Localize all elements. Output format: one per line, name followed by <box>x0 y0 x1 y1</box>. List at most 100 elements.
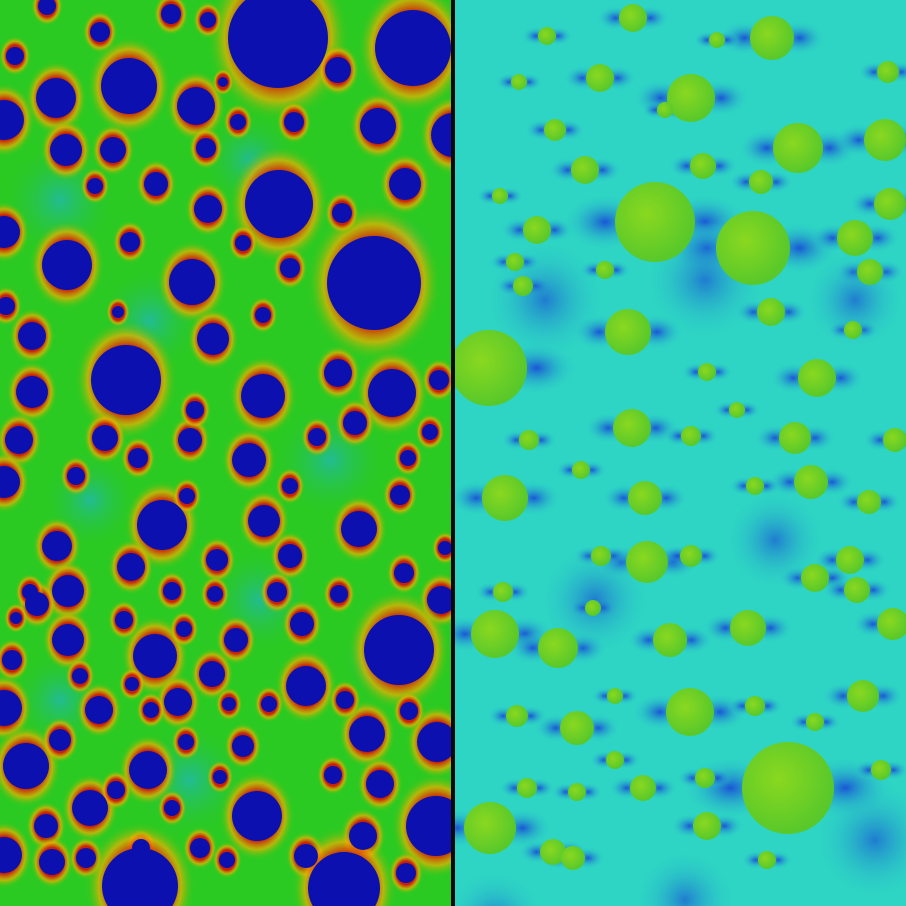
inclusion-disk <box>76 848 96 868</box>
inclusion-disk <box>607 688 623 704</box>
inclusion-disk <box>544 119 566 141</box>
right-inclusions <box>455 4 906 870</box>
inclusion-disk <box>278 544 302 568</box>
inclusion-disk <box>107 781 125 799</box>
inclusion-disk <box>871 760 891 780</box>
inclusion-disk <box>196 138 216 158</box>
inclusion-disk <box>464 802 516 854</box>
low-field-patch <box>635 850 735 906</box>
inclusion-disk <box>360 108 396 144</box>
inclusion-disk <box>794 465 828 499</box>
inclusion-disk <box>585 600 601 616</box>
inclusion-disk <box>90 22 110 42</box>
inclusion-disk <box>194 195 222 223</box>
inclusion-disk <box>572 461 590 479</box>
inclusion-disk <box>164 800 180 816</box>
inclusion-disk <box>42 531 72 561</box>
inclusion-disk <box>857 490 881 514</box>
inclusion-disk <box>0 297 15 315</box>
inclusion-disk <box>85 696 113 724</box>
inclusion-disk <box>506 253 524 271</box>
inclusion-disk <box>36 78 76 118</box>
inclusion-disk <box>0 466 20 498</box>
inclusion-disk <box>72 668 88 684</box>
inclusion-disk <box>438 541 452 555</box>
inclusion-disk <box>883 428 906 452</box>
inclusion-disk <box>224 628 248 652</box>
inclusion-disk <box>538 27 556 45</box>
inclusion-disk <box>596 261 614 279</box>
inclusion-disk <box>39 849 65 875</box>
inclusion-disk <box>798 359 836 397</box>
inclusion-disk <box>0 690 22 726</box>
inclusion-disk <box>571 156 599 184</box>
inclusion-disk <box>693 812 721 840</box>
inclusion-disk <box>228 0 328 88</box>
inclusion-disk <box>619 4 647 32</box>
inclusion-disk <box>176 621 192 637</box>
inclusion-disk <box>690 153 716 179</box>
panel-divider <box>451 0 455 906</box>
inclusion-disk <box>681 426 701 446</box>
inclusion-disk <box>749 170 773 194</box>
inclusion-disk <box>190 838 210 858</box>
inclusion-disk <box>591 546 611 566</box>
inclusion-disk <box>235 235 251 251</box>
inclusion-disk <box>613 409 651 447</box>
inclusion-disk <box>400 450 416 466</box>
inclusion-disk <box>186 401 204 419</box>
inclusion-disk <box>517 778 537 798</box>
inclusion-disk <box>324 359 352 387</box>
inclusion-disk <box>757 298 785 326</box>
inclusion-disk <box>294 844 318 868</box>
inclusion-disk <box>730 610 766 646</box>
inclusion-disk <box>417 722 452 762</box>
inclusion-disk <box>844 577 870 603</box>
inclusion-disk <box>628 481 662 515</box>
inclusion-disk <box>709 32 725 48</box>
inclusion-disk <box>519 430 539 450</box>
inclusion-disk <box>695 768 715 788</box>
inclusion-disk <box>877 608 906 640</box>
inclusion-disk <box>396 863 416 883</box>
inclusion-disk <box>506 705 528 727</box>
inclusion-disk <box>164 688 192 716</box>
inclusion-disk <box>758 851 776 869</box>
inclusion-disk <box>742 742 834 834</box>
inclusion-disk <box>92 425 118 451</box>
inclusion-disk <box>394 563 414 583</box>
inclusion-disk <box>750 16 794 60</box>
inclusion-disk <box>178 428 202 452</box>
inclusion-disk <box>67 467 85 485</box>
inclusion-disk <box>698 363 716 381</box>
inclusion-disk <box>230 114 246 130</box>
inclusion-disk <box>561 846 585 870</box>
inclusion-disk <box>324 766 342 784</box>
inclusion-disk <box>773 123 823 173</box>
inclusion-disk <box>429 370 449 390</box>
left-inclusions <box>0 0 452 906</box>
inclusion-disk <box>3 743 49 789</box>
inclusion-disk <box>197 323 229 355</box>
inclusion-disk <box>5 426 33 454</box>
left-field-plot <box>0 0 452 906</box>
inclusion-disk <box>52 575 84 607</box>
inclusion-disk <box>366 770 394 798</box>
inclusion-disk <box>282 478 298 494</box>
inclusion-disk <box>0 216 20 248</box>
inclusion-disk <box>368 369 416 417</box>
inclusion-disk <box>513 276 533 296</box>
inclusion-disk <box>144 172 168 196</box>
inclusion-disk <box>400 702 418 720</box>
inclusion-disk <box>729 402 745 418</box>
inclusion-disk <box>267 582 287 602</box>
inclusion-disk <box>511 74 527 90</box>
inclusion-disk <box>482 475 528 521</box>
inclusion-disk <box>261 696 277 712</box>
inclusion-disk <box>779 422 811 454</box>
inclusion-disk <box>630 775 656 801</box>
inclusion-disk <box>801 564 829 592</box>
inclusion-disk <box>207 586 223 602</box>
inclusion-disk <box>653 623 687 657</box>
inclusion-disk <box>626 541 668 583</box>
